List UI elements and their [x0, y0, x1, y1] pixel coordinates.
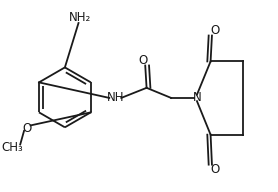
Text: O: O: [23, 122, 32, 135]
Text: NH: NH: [106, 91, 124, 104]
Text: O: O: [210, 163, 219, 176]
Text: CH₃: CH₃: [2, 141, 23, 154]
Text: O: O: [138, 54, 147, 67]
Text: N: N: [193, 91, 201, 104]
Text: O: O: [210, 24, 219, 37]
Text: NH₂: NH₂: [69, 11, 91, 24]
